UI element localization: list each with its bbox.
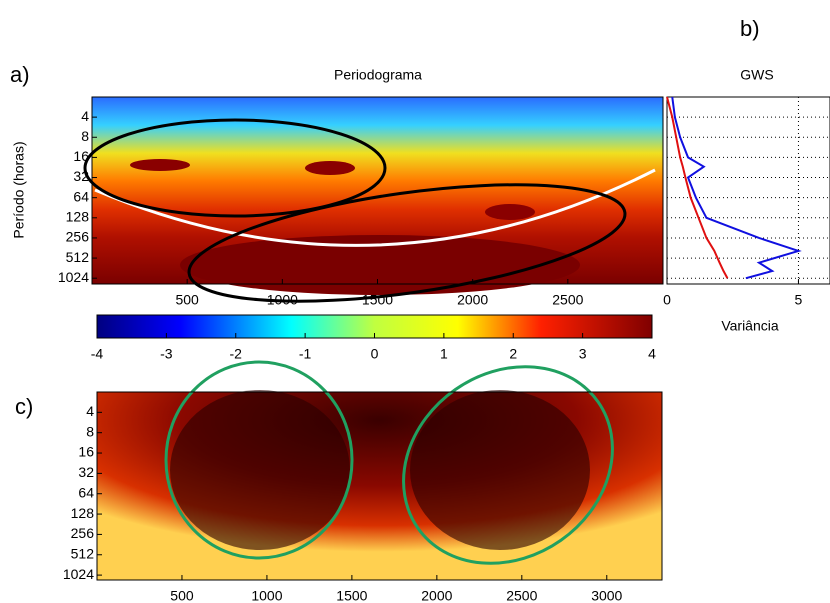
- y-tick-label: 32: [78, 464, 94, 480]
- y-tick-label: 4: [86, 403, 94, 419]
- y-tick-label: 32: [73, 168, 89, 184]
- y-tick-label: 8: [86, 423, 94, 439]
- colorbar-tick-label: 3: [579, 346, 587, 362]
- chart-title: GWS: [740, 67, 773, 83]
- y-axis-label: Período (horas): [11, 141, 27, 238]
- gws-line: [666, 96, 729, 279]
- colorbar-tick-label: 4: [648, 346, 656, 362]
- x-tick-label: 1000: [251, 588, 282, 603]
- x-tick-label: 2500: [506, 588, 537, 603]
- x-tick-label: 2500: [552, 292, 583, 308]
- y-tick-label: 1024: [63, 566, 94, 582]
- y-tick-label: 8: [81, 128, 89, 144]
- y-tick-label: 4: [81, 108, 89, 124]
- y-tick-label: 128: [66, 209, 90, 225]
- x-tick-label: 1500: [336, 588, 367, 603]
- x-tick-label: 1500: [362, 292, 393, 308]
- colorbar-tick-label: -1: [299, 346, 312, 362]
- colorbar-tick-label: -4: [91, 346, 104, 362]
- x-tick-label: 2000: [457, 292, 488, 308]
- plot-frame: [666, 96, 830, 285]
- colorbar-tick-label: -2: [230, 346, 243, 362]
- x-axis-label: Variância: [721, 318, 779, 334]
- panel-a-heatmap: [83, 97, 663, 303]
- colorbar-tick-label: 0: [371, 346, 379, 362]
- y-tick-label: 128: [71, 505, 95, 521]
- x-tick-label: 500: [175, 292, 199, 308]
- y-tick-label: 1024: [58, 269, 89, 285]
- y-tick-label: 64: [73, 188, 89, 204]
- panel-label: b): [740, 16, 760, 41]
- y-tick-label: 16: [78, 444, 94, 460]
- x-tick-label: 0: [663, 292, 671, 308]
- x-tick-label: 5: [795, 292, 803, 308]
- y-tick-label: 512: [66, 249, 90, 265]
- colorbar-tick-label: 1: [440, 346, 448, 362]
- y-tick-label: 16: [73, 148, 89, 164]
- x-tick-label: 2000: [421, 588, 452, 603]
- plot-frame: [96, 391, 663, 581]
- gws-line: [671, 96, 802, 280]
- panel-label: a): [10, 62, 30, 87]
- x-tick-label: 3000: [591, 588, 622, 603]
- chart-title: Periodograma: [334, 67, 422, 83]
- y-tick-label: 256: [66, 229, 90, 245]
- colorbar-tick-label: -3: [160, 346, 173, 362]
- y-tick-label: 512: [71, 545, 95, 561]
- x-tick-label: 1000: [267, 292, 298, 308]
- y-tick-label: 64: [78, 484, 94, 500]
- x-tick-label: 500: [170, 588, 194, 603]
- panel-c-heatmap: [97, 360, 662, 580]
- y-tick-label: 256: [71, 525, 95, 541]
- colorbar-tick-label: 2: [509, 346, 517, 362]
- panel-label: c): [15, 394, 33, 419]
